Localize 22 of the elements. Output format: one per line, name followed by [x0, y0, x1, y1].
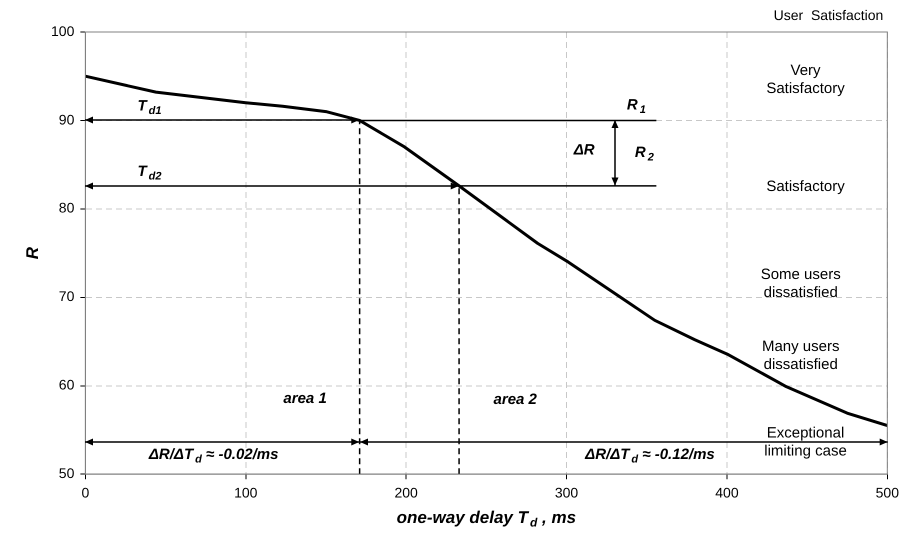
- x-tick-label: 400: [715, 484, 739, 500]
- y-tick-label: 60: [58, 376, 75, 393]
- y-tick-label: 80: [58, 200, 75, 216]
- annotation: Very Satisfactory: [766, 62, 846, 97]
- annotation: area 1: [283, 390, 327, 408]
- x-tick-label: 200: [394, 484, 418, 500]
- annotation: Many users dissatisfied: [762, 338, 840, 373]
- y-tick-label: 100: [51, 22, 75, 39]
- x-tick-label: 100: [234, 484, 258, 500]
- x-tick-label: 500: [876, 484, 900, 500]
- annotation: Satisfactory: [766, 178, 846, 195]
- text: User Satisfaction: [774, 6, 884, 23]
- y-axis-title: R: [23, 246, 42, 260]
- annotation: Some users dissatisfied: [760, 266, 841, 302]
- annotation: Exceptional limiting case: [764, 424, 847, 460]
- y-tick-label: 70: [58, 288, 75, 304]
- x-tick-label: 300: [554, 484, 578, 500]
- y-tick-label: 90: [58, 111, 75, 128]
- x-tick-label: 0: [81, 484, 90, 500]
- y-tick-label: 50: [58, 465, 75, 482]
- annotation: ΔR: [572, 142, 595, 159]
- annotation: area 2: [494, 391, 538, 408]
